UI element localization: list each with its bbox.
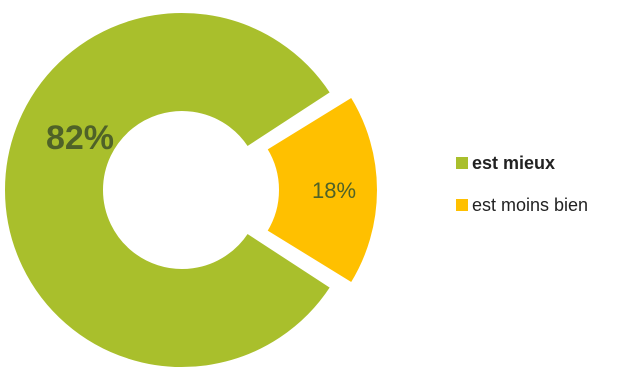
legend-label-est-mieux: est mieux (472, 152, 556, 173)
legend-item-est-moins-bien: est moins bien (456, 192, 636, 218)
slice-labels-group: 82% 18% (46, 119, 356, 203)
slice-est-moins-bien (265, 95, 379, 285)
legend-item-est-mieux: est mieux (456, 150, 636, 176)
slices-group (3, 11, 379, 369)
slice-label-est-mieux: 82% (46, 119, 114, 157)
chart-legend: est mieux est moins bien (456, 150, 636, 218)
legend-label-est-moins-bien: est moins bien (472, 194, 589, 215)
legend-swatch-est-moins-bien (456, 199, 468, 211)
legend-swatch-est-mieux (456, 157, 468, 169)
slice-label-est-moins-bien: 18% (312, 178, 356, 203)
slice-est-mieux (3, 11, 333, 369)
